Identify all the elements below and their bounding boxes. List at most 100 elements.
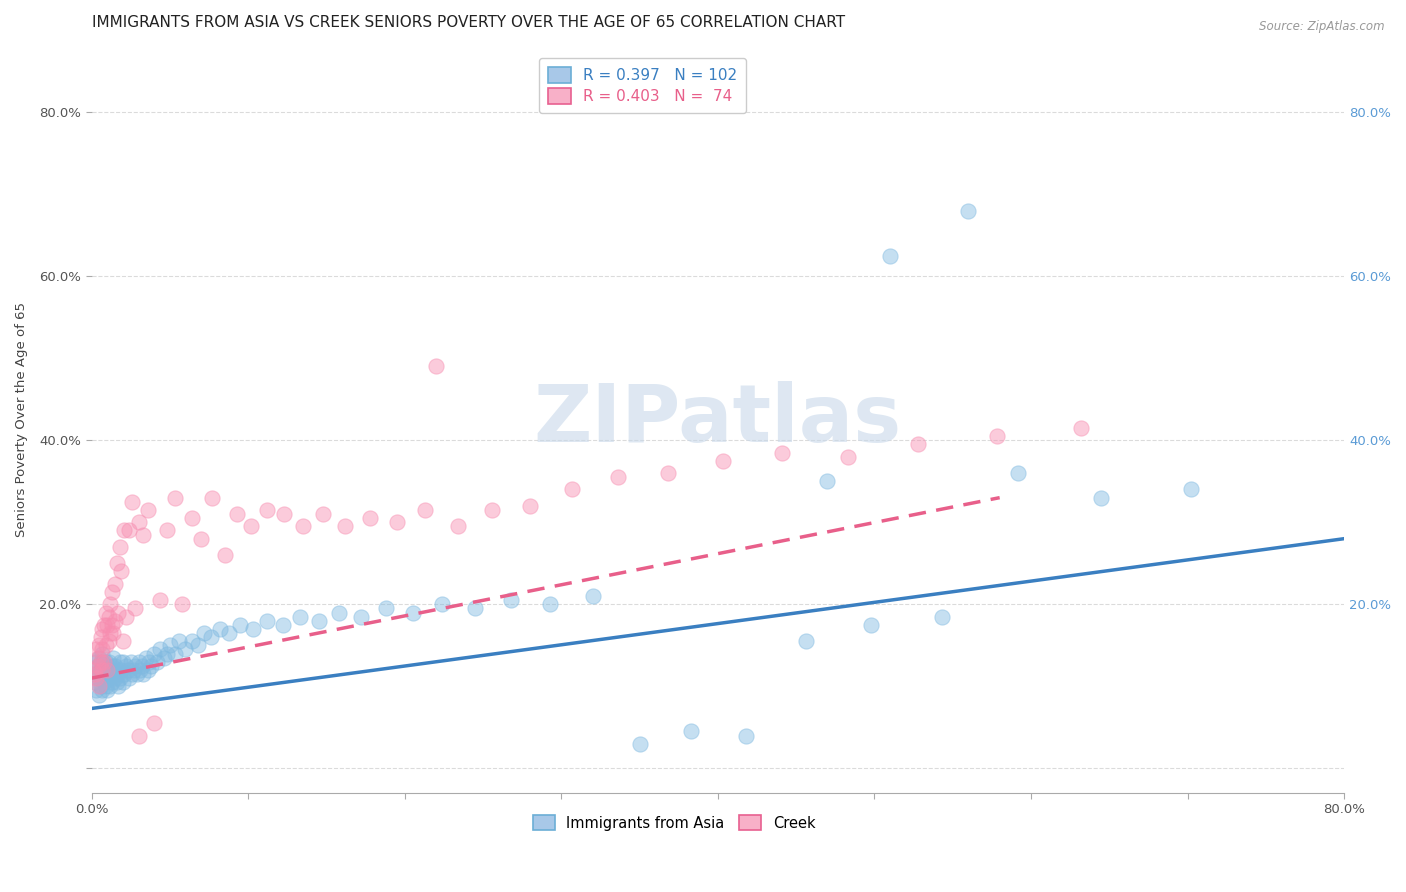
Point [84,671,107,685]
Point [242,622,264,636]
Point [350,609,373,624]
Point [200,630,222,644]
Point [1070,421,1092,435]
Legend: Immigrants from Asia, Creek: Immigrants from Asia, Creek [527,809,821,837]
Point [879,249,901,263]
Point [201,491,224,505]
Point [121,667,143,681]
Point [425,359,447,374]
Point [101,675,124,690]
Point [94,655,117,669]
Point [218,626,240,640]
Point [108,655,131,669]
Point [98,597,121,611]
Point [156,524,179,538]
Point [91,642,114,657]
Point [837,450,859,464]
Text: Source: ZipAtlas.com: Source: ZipAtlas.com [1260,20,1385,33]
Y-axis label: Seniors Poverty Over the Age of 65: Seniors Poverty Over the Age of 65 [15,302,28,537]
Point [101,617,124,632]
Point [432,597,454,611]
Point [112,667,135,681]
Point [98,626,121,640]
Point [136,503,159,517]
Point [98,667,121,681]
Point [447,519,470,533]
Point [82,667,104,681]
Point [105,556,128,570]
Point [131,658,153,673]
Point [110,663,132,677]
Point [98,663,121,677]
Point [93,667,115,681]
Point [770,445,793,459]
Point [90,663,112,677]
Point [107,606,129,620]
Point [90,655,112,669]
Point [110,565,132,579]
Point [273,507,295,521]
Point [89,688,111,702]
Point [97,655,120,669]
Point [308,614,330,628]
Point [132,527,155,541]
Point [93,663,115,677]
Point [240,519,263,533]
Point [128,655,150,669]
Point [143,647,166,661]
Point [128,515,150,529]
Point [132,667,155,681]
Point [96,663,118,677]
Point [89,679,111,693]
Point [96,667,118,681]
Point [156,647,179,661]
Point [111,655,134,669]
Point [87,650,110,665]
Point [91,663,114,677]
Point [159,638,181,652]
Point [105,663,128,677]
Point [413,503,436,517]
Point [104,576,127,591]
Point [84,642,107,657]
Point [681,724,703,739]
Point [97,634,120,648]
Point [271,617,294,632]
Point [94,679,117,693]
Point [860,617,883,632]
Point [931,609,953,624]
Point [229,617,252,632]
Point [111,675,134,690]
Point [1180,483,1202,497]
Point [84,655,107,669]
Point [907,437,929,451]
Point [335,519,357,533]
Point [108,540,131,554]
Point [108,671,131,685]
Point [180,634,202,648]
Point [97,671,120,685]
Point [124,601,146,615]
Point [93,617,115,632]
Point [136,663,159,677]
Point [291,519,314,533]
Point [359,511,381,525]
Point [794,634,817,648]
Point [385,515,408,529]
Point [581,589,603,603]
Point [103,626,125,640]
Point [135,650,157,665]
Point [121,495,143,509]
Point [94,606,117,620]
Point [401,606,423,620]
Point [96,683,118,698]
Point [104,614,127,628]
Point [256,503,278,517]
Point [1090,491,1112,505]
Point [208,622,231,636]
Point [98,679,121,693]
Point [501,593,523,607]
Point [117,663,139,677]
Point [152,650,174,665]
Point [101,658,124,673]
